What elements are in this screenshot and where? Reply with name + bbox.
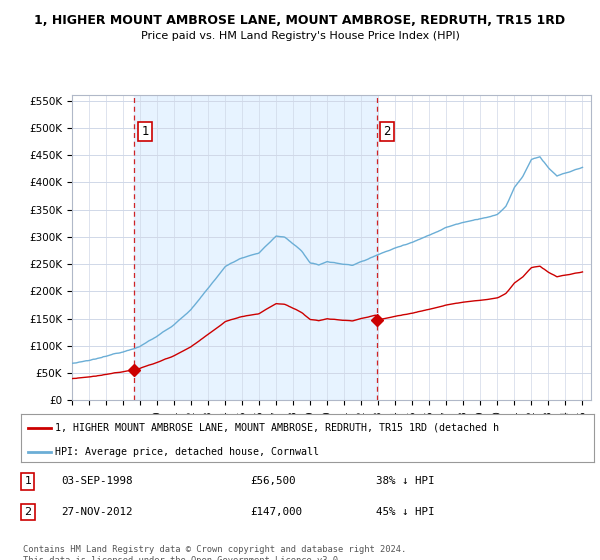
Text: 1, HIGHER MOUNT AMBROSE LANE, MOUNT AMBROSE, REDRUTH, TR15 1RD: 1, HIGHER MOUNT AMBROSE LANE, MOUNT AMBR… bbox=[34, 14, 566, 27]
Text: £56,500: £56,500 bbox=[250, 477, 296, 487]
Text: 45% ↓ HPI: 45% ↓ HPI bbox=[376, 507, 435, 517]
Text: Contains HM Land Registry data © Crown copyright and database right 2024.
This d: Contains HM Land Registry data © Crown c… bbox=[23, 545, 406, 560]
Text: 1, HIGHER MOUNT AMBROSE LANE, MOUNT AMBROSE, REDRUTH, TR15 1RD (detached h: 1, HIGHER MOUNT AMBROSE LANE, MOUNT AMBR… bbox=[55, 423, 499, 433]
Text: 38% ↓ HPI: 38% ↓ HPI bbox=[376, 477, 435, 487]
Text: £147,000: £147,000 bbox=[250, 507, 302, 517]
Text: 1: 1 bbox=[141, 125, 149, 138]
Text: Price paid vs. HM Land Registry's House Price Index (HPI): Price paid vs. HM Land Registry's House … bbox=[140, 31, 460, 41]
Text: HPI: Average price, detached house, Cornwall: HPI: Average price, detached house, Corn… bbox=[55, 446, 319, 456]
Text: 2: 2 bbox=[383, 125, 391, 138]
Text: 2: 2 bbox=[25, 507, 31, 517]
Text: 1: 1 bbox=[25, 477, 31, 487]
Text: 03-SEP-1998: 03-SEP-1998 bbox=[61, 477, 133, 487]
Text: 27-NOV-2012: 27-NOV-2012 bbox=[61, 507, 133, 517]
Bar bbox=[134, 95, 377, 400]
